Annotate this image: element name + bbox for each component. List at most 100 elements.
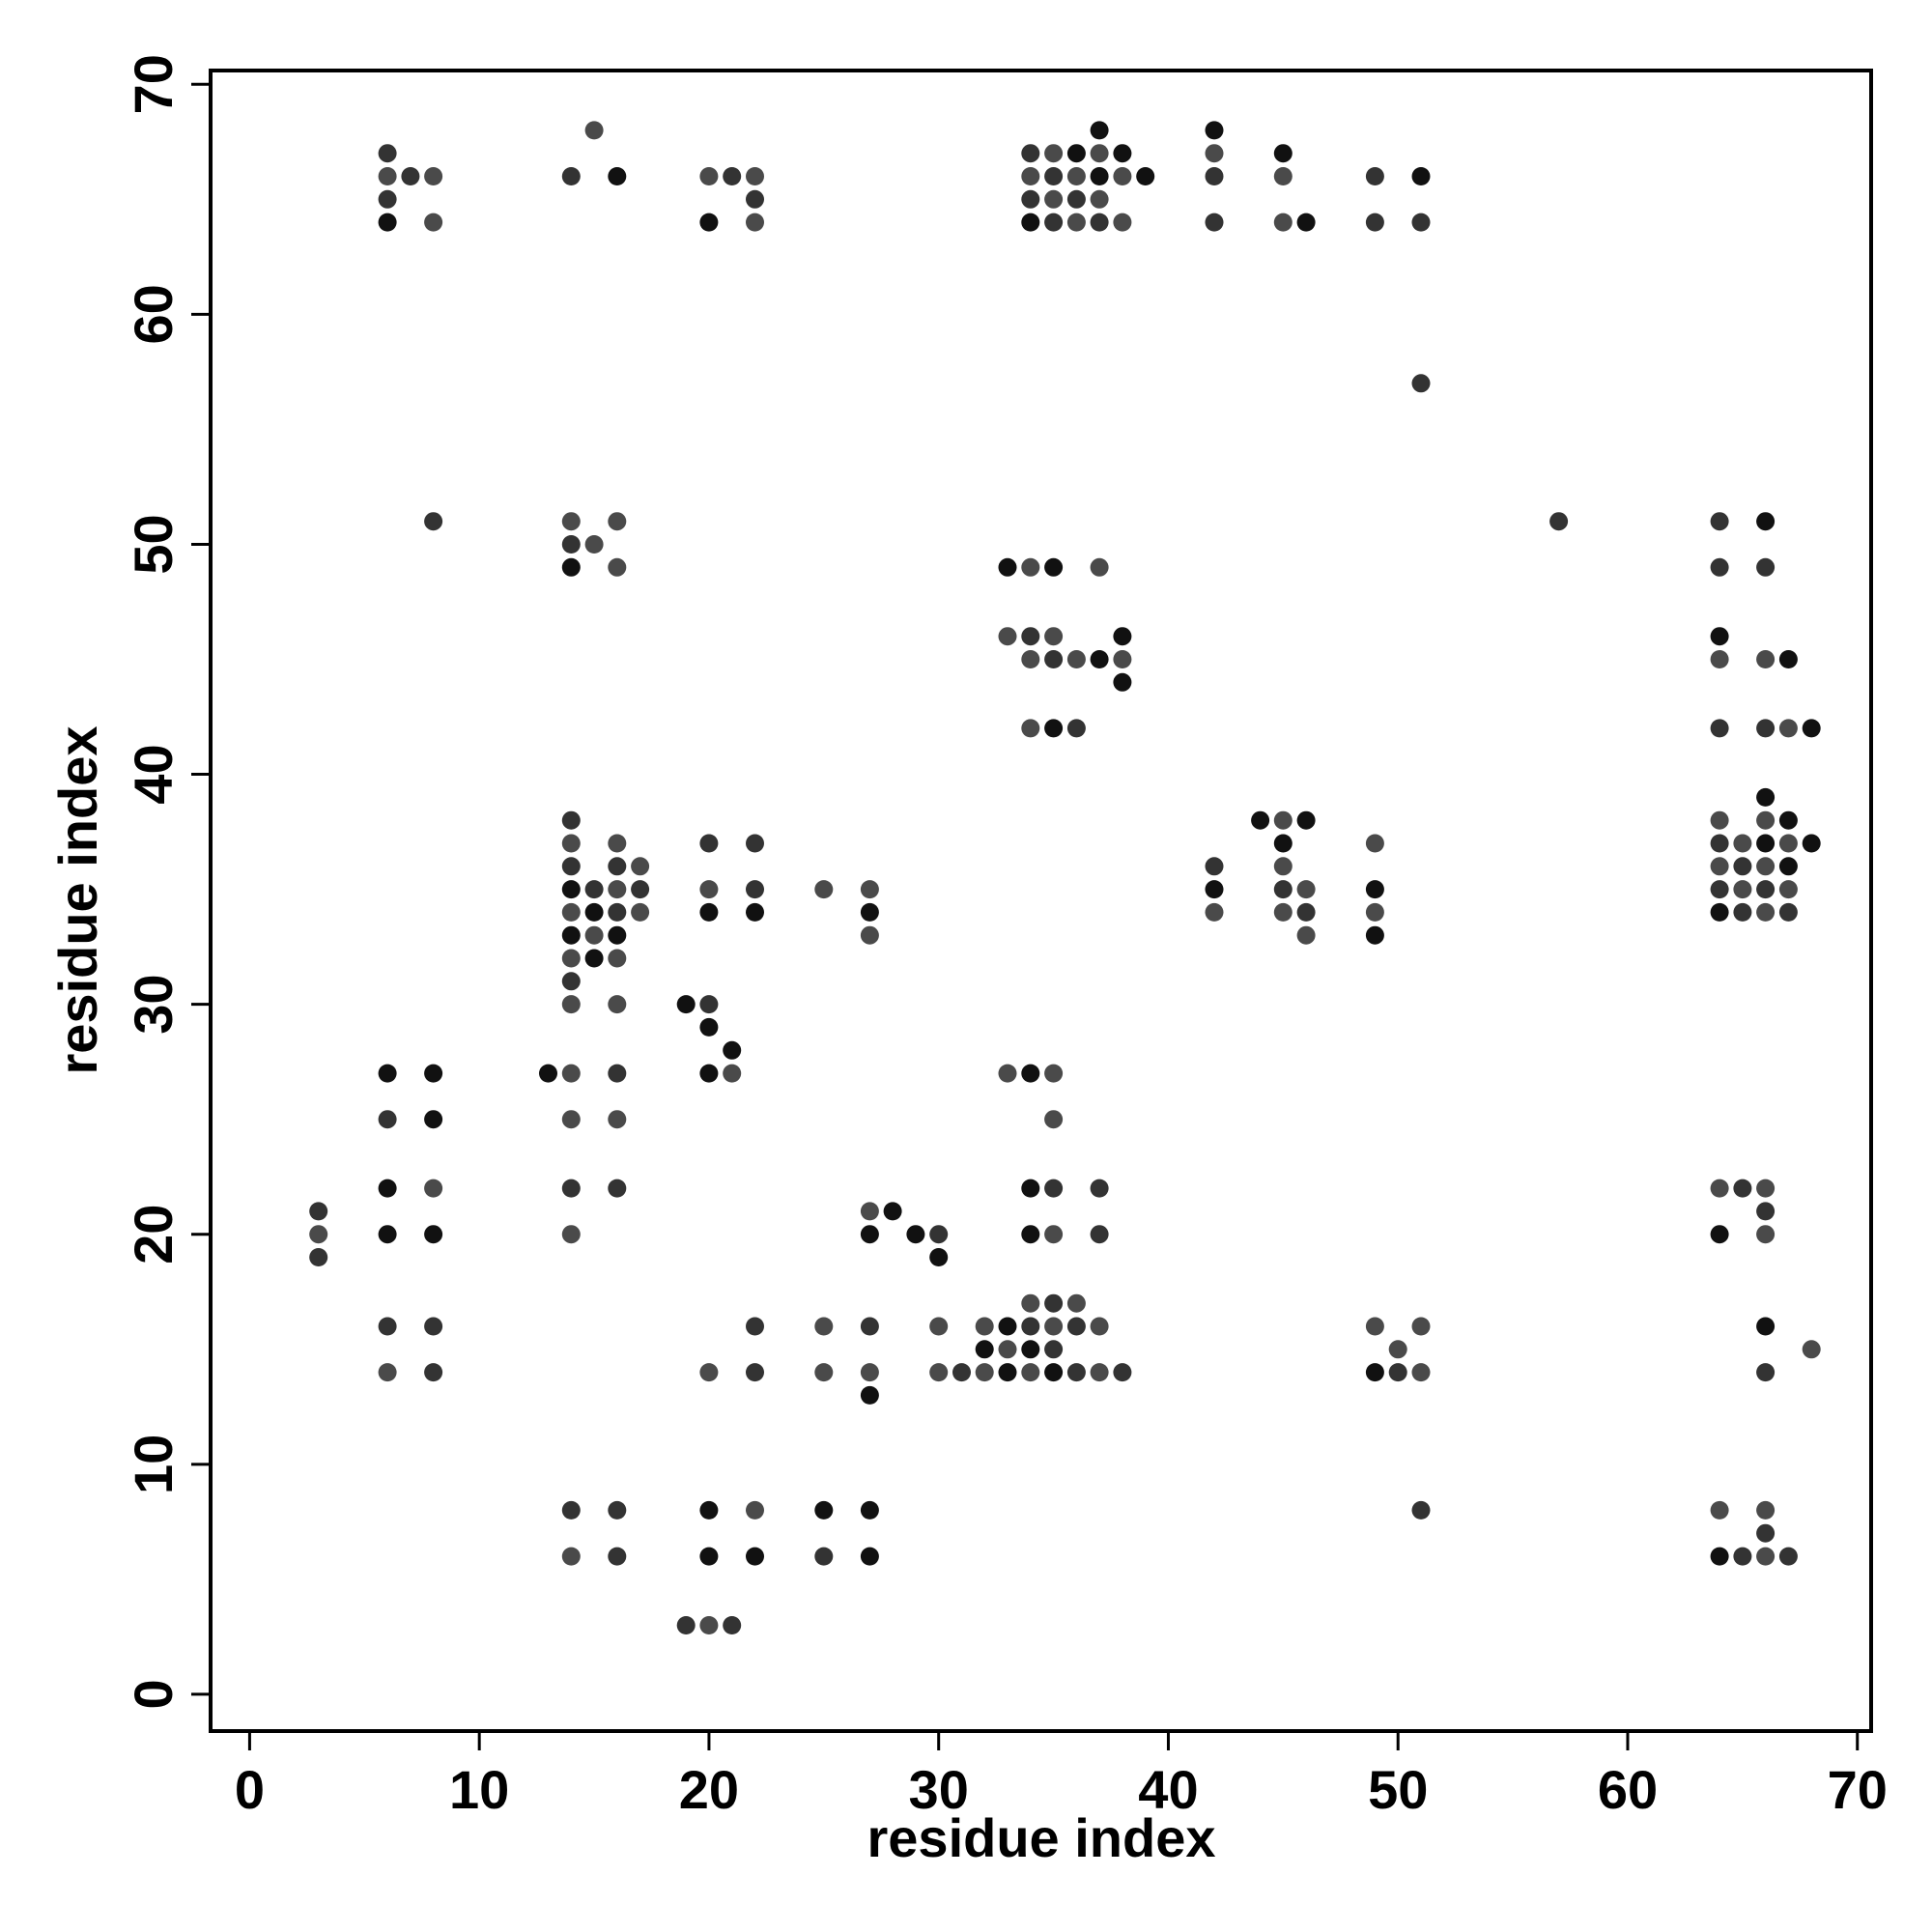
data-point: [561, 535, 581, 554]
data-point: [608, 902, 627, 922]
data-point: [1778, 902, 1798, 922]
data-point: [723, 1616, 742, 1634]
data-point: [1756, 650, 1776, 668]
data-point: [1756, 810, 1776, 830]
data-point: [1756, 1225, 1776, 1244]
data-point: [1044, 1317, 1064, 1336]
y-tick-label: 20: [123, 1205, 184, 1264]
data-point: [608, 1547, 627, 1566]
data-point: [860, 880, 879, 899]
data-point: [1411, 374, 1431, 393]
data-point: [1411, 1500, 1431, 1520]
data-point: [1756, 857, 1776, 876]
data-point: [860, 1317, 879, 1336]
data-point: [309, 1202, 328, 1221]
x-tick-label: 40: [1138, 1759, 1198, 1820]
data-point: [1756, 512, 1776, 531]
data-point: [1710, 1225, 1729, 1244]
data-point: [998, 557, 1017, 577]
data-point: [860, 1202, 879, 1221]
data-point: [975, 1363, 994, 1382]
data-point: [1021, 167, 1040, 185]
data-point: [860, 925, 879, 945]
data-point: [1044, 1363, 1064, 1382]
data-point: [1066, 719, 1086, 738]
data-point: [1778, 834, 1798, 853]
data-point: [699, 1064, 719, 1083]
data-point: [378, 1317, 397, 1336]
data-point: [1113, 1363, 1132, 1382]
data-point: [746, 880, 764, 899]
data-point: [699, 995, 719, 1014]
data-point: [860, 902, 879, 922]
data-point: [998, 1340, 1017, 1359]
data-point: [539, 1064, 557, 1083]
data-point: [561, 1110, 581, 1129]
data-point: [608, 1064, 627, 1083]
data-point: [1205, 857, 1224, 876]
data-point: [1756, 880, 1776, 899]
data-point: [378, 1363, 397, 1382]
data-point: [746, 834, 764, 853]
data-point: [424, 1225, 443, 1244]
data-point: [1710, 1179, 1729, 1198]
data-points: [309, 121, 1821, 1634]
data-point: [424, 1110, 443, 1129]
data-point: [561, 972, 581, 991]
data-point: [1365, 834, 1384, 853]
data-point: [608, 995, 627, 1014]
data-point: [746, 213, 764, 232]
data-point: [1273, 902, 1293, 922]
data-point: [561, 512, 581, 531]
data-point: [1090, 1179, 1109, 1198]
data-point: [952, 1363, 971, 1382]
data-point: [1136, 167, 1155, 185]
data-point: [424, 213, 443, 232]
data-point: [1365, 902, 1384, 922]
data-point: [860, 1547, 879, 1566]
x-tick-label: 20: [679, 1759, 739, 1820]
data-point: [378, 167, 397, 185]
data-point: [1205, 213, 1224, 232]
y-tick-label: 40: [123, 744, 184, 804]
data-point: [1411, 1363, 1431, 1382]
data-point: [1411, 167, 1431, 185]
data-point: [608, 1179, 627, 1198]
data-point: [424, 1317, 443, 1336]
data-point: [1296, 902, 1316, 922]
data-point: [631, 857, 650, 876]
data-point: [631, 880, 650, 899]
x-tick-label: 10: [449, 1759, 509, 1820]
data-point: [1021, 213, 1040, 232]
data-point: [1710, 810, 1729, 830]
data-point: [561, 810, 581, 830]
data-point: [1090, 189, 1109, 209]
data-point: [1365, 213, 1384, 232]
data-point: [1113, 650, 1132, 668]
data-point: [1090, 144, 1109, 163]
data-point: [883, 1202, 902, 1221]
data-point: [814, 1500, 834, 1520]
data-point: [1388, 1340, 1407, 1359]
data-point: [1066, 144, 1086, 163]
data-point: [608, 1500, 627, 1520]
data-point: [561, 857, 581, 876]
data-point: [1710, 880, 1729, 899]
data-point: [1044, 719, 1064, 738]
data-point: [746, 167, 764, 185]
data-point: [699, 1017, 719, 1037]
data-point: [1802, 719, 1821, 738]
data-point: [1205, 902, 1224, 922]
data-point: [378, 144, 397, 163]
data-point: [1733, 1179, 1752, 1198]
data-point: [424, 1363, 443, 1382]
x-tick-label: 70: [1828, 1759, 1888, 1820]
data-point: [1205, 880, 1224, 899]
y-tick-label: 0: [123, 1679, 184, 1709]
data-point: [1710, 557, 1729, 577]
data-point: [1273, 810, 1293, 830]
y-tick-label: 70: [123, 54, 184, 114]
data-point: [1044, 1340, 1064, 1359]
data-point: [699, 902, 719, 922]
data-point: [676, 995, 696, 1014]
